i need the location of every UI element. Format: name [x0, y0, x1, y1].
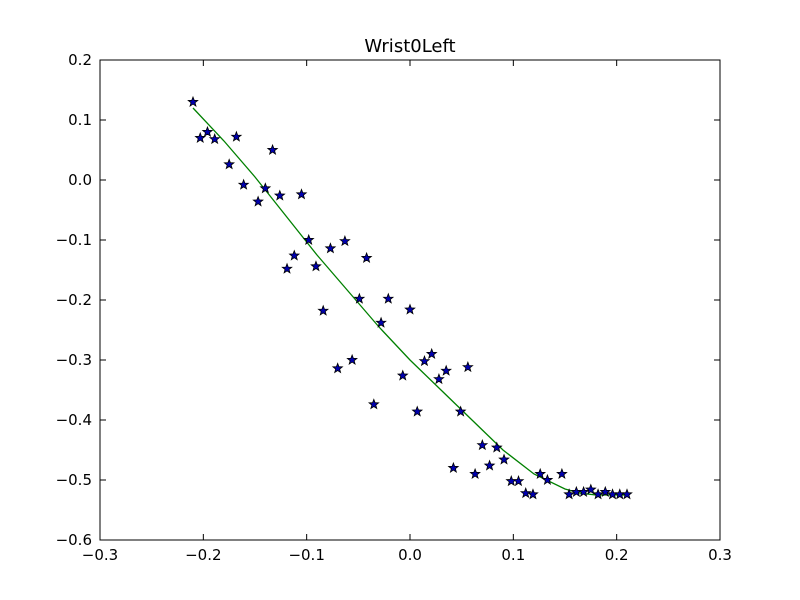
plot-frame [99, 59, 721, 541]
x-tick-label: 0.2 [605, 546, 629, 564]
scatter-point [592, 488, 604, 500]
x-tick-label: 0.0 [398, 546, 422, 564]
scatter-point [454, 405, 467, 417]
scatter-point [483, 459, 496, 471]
scatter-point [512, 475, 525, 487]
scatter-point [534, 467, 547, 479]
scatter-point [382, 292, 395, 304]
scatter-point [324, 242, 337, 254]
y-tick-label: −0.1 [56, 231, 92, 249]
plot-area [187, 95, 633, 500]
scatter-point [201, 125, 214, 137]
scatter-point [266, 143, 279, 155]
y-tick-label: −0.2 [56, 291, 92, 309]
x-axis: −0.3 −0.2 −0.1 0.0 0.1 0.2 0.3 [82, 60, 732, 564]
scatter-point [230, 130, 243, 142]
x-tick-label: 0.1 [501, 546, 525, 564]
scatter-point [556, 467, 568, 479]
scatter-point [469, 467, 481, 479]
chart-title: Wrist0Left [364, 36, 455, 57]
scatter-point [339, 235, 351, 247]
scatter-point [208, 133, 221, 145]
scatter-point [317, 304, 330, 316]
fit-line [192, 107, 627, 496]
scatter-point [462, 361, 474, 373]
scatter-point [187, 95, 199, 107]
scatter-point [295, 188, 308, 200]
scatter-point [310, 260, 322, 272]
scatter-point [404, 303, 416, 315]
scatter-point [476, 439, 489, 451]
scatter-point [584, 483, 597, 495]
scatter-point [527, 488, 539, 500]
y-axis: 0.2 0.1 0.0 −0.1 −0.2 −0.3 −0.4 −0.5 −0.6 [56, 51, 720, 549]
scatter-point [411, 405, 424, 417]
scatter-point [223, 158, 236, 170]
scatter-point [259, 182, 272, 194]
y-tick-label: −0.3 [56, 351, 92, 369]
scatter-point [447, 461, 460, 473]
y-tick-label: 0.2 [68, 51, 92, 69]
y-tick-label: −0.6 [56, 531, 92, 549]
scatter-point [375, 316, 387, 328]
scatter-point [367, 398, 380, 410]
y-tick-label: 0.1 [68, 111, 92, 129]
y-tick-label: −0.5 [56, 471, 92, 489]
scatter-point [519, 487, 532, 499]
scatter-point [281, 262, 293, 274]
scatter-point [433, 373, 445, 385]
x-tick-label: −0.3 [82, 546, 118, 564]
scatter-point [425, 347, 438, 359]
x-tick-label: 0.3 [708, 546, 732, 564]
scatter-point [621, 488, 633, 500]
scatter-point [273, 189, 286, 201]
scatter-point [440, 364, 453, 376]
scatter-point [577, 485, 590, 497]
scatter-point [418, 355, 431, 367]
scatter-point [237, 178, 250, 190]
scatter-point [490, 441, 503, 453]
scatter-point [288, 249, 301, 261]
scatter-point [541, 473, 554, 485]
scatter-point [331, 362, 344, 374]
scatter-point [194, 131, 207, 143]
y-tick-label: −0.4 [56, 411, 92, 429]
y-tick-label: 0.0 [68, 171, 92, 189]
scatter-point [396, 369, 409, 381]
x-tick-label: −0.2 [185, 546, 221, 564]
scatter-point [302, 233, 315, 245]
scatter-point [353, 292, 366, 304]
scatter-point [599, 485, 612, 497]
x-tick-label: −0.1 [288, 546, 324, 564]
scatter-point [563, 488, 575, 500]
scatter-point [252, 195, 264, 207]
scatter-point [498, 453, 510, 465]
scatter-point [346, 353, 358, 365]
scatter-point [360, 251, 373, 263]
